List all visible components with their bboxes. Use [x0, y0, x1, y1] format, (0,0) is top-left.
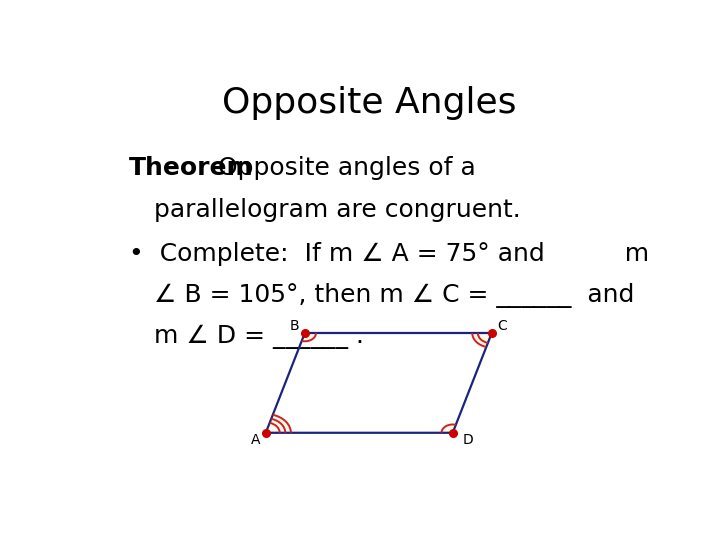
- Text: Opposite Angles: Opposite Angles: [222, 85, 516, 119]
- Polygon shape: [302, 333, 316, 341]
- Text: Theorem: Theorem: [129, 156, 254, 180]
- Text: A: A: [251, 433, 261, 447]
- Text: B: B: [290, 319, 300, 333]
- Polygon shape: [472, 333, 492, 347]
- Text: m ∠ D = ______ .: m ∠ D = ______ .: [154, 325, 364, 349]
- Text: ∠ B = 105°, then m ∠ C = ______  and: ∠ B = 105°, then m ∠ C = ______ and: [154, 283, 634, 308]
- Text: parallelogram are congruent.: parallelogram are congruent.: [154, 198, 521, 222]
- Polygon shape: [266, 415, 291, 433]
- Text: •  Complete:  If m ∠ A = 75° and          m: • Complete: If m ∠ A = 75° and m: [129, 241, 649, 266]
- Text: Opposite angles of a: Opposite angles of a: [210, 156, 476, 180]
- Polygon shape: [441, 424, 456, 433]
- Text: D: D: [462, 433, 473, 447]
- Text: C: C: [497, 319, 507, 333]
